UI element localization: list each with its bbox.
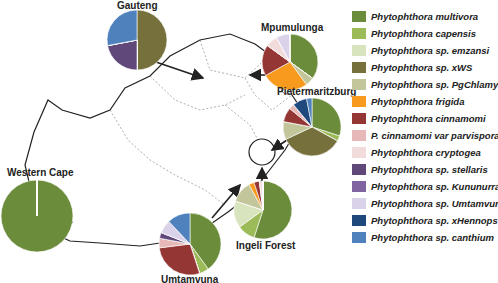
- html-text:Phytophthora sp. canthium: Phytophthora sp. canthium: [371, 232, 494, 243]
- html-text:Phytophthora capensis: Phytophthora capensis: [371, 28, 477, 39]
- svg-text:Western Cape: Western Cape: [7, 167, 74, 178]
- html-text:Phytophthora frigida: Phytophthora frigida: [371, 96, 465, 107]
- html-text:Phytophthora cryptogea: Phytophthora cryptogea: [371, 147, 481, 158]
- html-text:Phytophthora sp. xHennops: Phytophthora sp. xHennops: [371, 215, 498, 226]
- html-text:Phytophthora multivora: Phytophthora multivora: [371, 11, 479, 22]
- html-text:Phytophthora cinnamomi: Phytophthora cinnamomi: [371, 113, 486, 124]
- svg-text:Umtamvuna: Umtamvuna: [161, 274, 219, 283]
- svg-text:Mpumulunga: Mpumulunga: [261, 22, 324, 33]
- svg-text:Gauteng: Gauteng: [117, 0, 158, 11]
- svg-text:Pietermaritzburg: Pietermaritzburg: [277, 86, 356, 97]
- html-text:Phytophthora sp. xWS: Phytophthora sp. xWS: [371, 62, 473, 73]
- svg-text:Ingeli Forest: Ingeli Forest: [236, 240, 296, 251]
- html-text:Phytophthora sp. stellaris: Phytophthora sp. stellaris: [371, 164, 488, 175]
- html-text:Phytophthora sp. emzansi: Phytophthora sp. emzansi: [371, 45, 490, 56]
